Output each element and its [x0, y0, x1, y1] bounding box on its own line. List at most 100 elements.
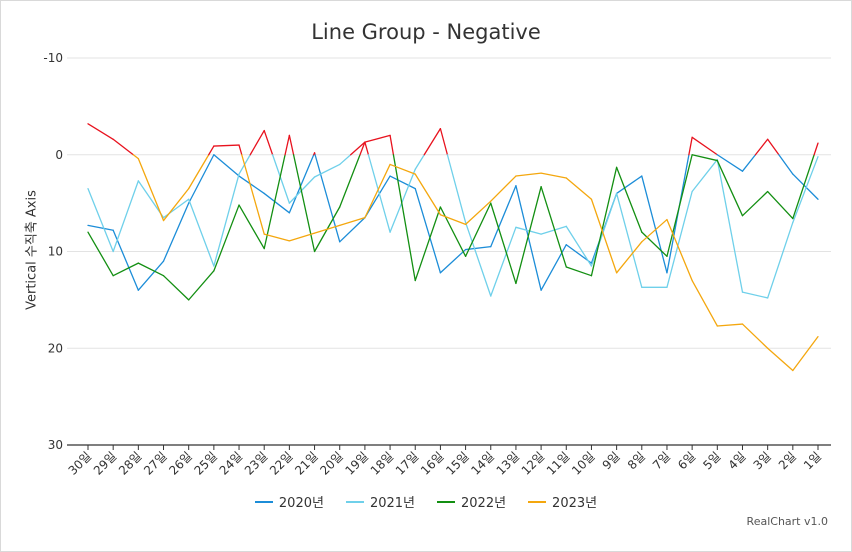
- series-segment: [490, 202, 517, 285]
- y-tick-label: -10: [43, 51, 63, 65]
- x-tick-label: 2일: [776, 449, 799, 472]
- series-segment: [137, 157, 165, 222]
- series-segment: [112, 138, 134, 156]
- series-segment: [741, 323, 769, 349]
- series-segment: [263, 129, 274, 156]
- series-segment: [188, 198, 215, 267]
- series-segment: [238, 144, 243, 156]
- x-tick-label: 9일: [600, 449, 623, 472]
- series-segment: [350, 141, 366, 156]
- x-tick-label: 13일: [494, 449, 523, 478]
- series-segment: [716, 154, 744, 172]
- grid-lines: [67, 57, 831, 446]
- series-segment: [615, 166, 643, 233]
- x-tick-label: 29일: [91, 449, 120, 478]
- series-segment: [615, 241, 643, 274]
- series-segment: [754, 138, 769, 156]
- legend-item[interactable]: 2023년: [528, 492, 597, 511]
- legend-item[interactable]: 2021년: [345, 492, 415, 511]
- series-segment: [691, 158, 718, 193]
- series-segment: [414, 154, 425, 170]
- series-segment: [590, 198, 618, 274]
- series-segment: [691, 154, 718, 162]
- y-tick-label: 10: [48, 245, 63, 259]
- series-segment: [490, 226, 517, 297]
- series-segment: [188, 154, 210, 190]
- series-segment: [137, 262, 165, 277]
- series-segment: [392, 154, 416, 282]
- series-segment: [313, 163, 341, 178]
- series-segment: [716, 158, 744, 293]
- series-segment: [464, 221, 492, 297]
- series-segment: [423, 127, 442, 156]
- x-tick-label: 14일: [468, 449, 497, 478]
- series-segment: [292, 154, 316, 253]
- series-segment: [540, 225, 567, 235]
- series-segment: [590, 166, 618, 277]
- series-segment: [87, 231, 114, 277]
- series-segment: [767, 138, 780, 156]
- series-segment: [288, 154, 315, 214]
- series-segment: [515, 226, 542, 235]
- series-segment: [364, 134, 391, 143]
- series-segment: [364, 141, 370, 156]
- x-tick-label: 15일: [443, 449, 472, 478]
- x-tick-label: 19일: [343, 449, 372, 478]
- x-tick-label: 12일: [519, 449, 548, 478]
- series-segment: [137, 260, 165, 291]
- x-tick-label: 11일: [544, 449, 573, 478]
- series-segment: [389, 163, 416, 175]
- series-segment: [284, 134, 291, 156]
- series-segment: [364, 175, 391, 219]
- series-segment: [641, 218, 668, 243]
- series-segment: [271, 154, 291, 204]
- series-segment: [414, 206, 442, 282]
- series-segment: [339, 216, 366, 227]
- series-segment: [132, 154, 139, 160]
- series-segment: [414, 173, 442, 216]
- series-segment: [263, 233, 291, 242]
- series-line: [87, 123, 819, 372]
- x-tick-label: 24일: [217, 449, 246, 478]
- x-tick-label: 3일: [751, 449, 774, 472]
- legend-swatch: [528, 500, 547, 503]
- legend-swatch: [437, 500, 455, 503]
- x-tick-label: 16일: [418, 449, 447, 478]
- series-segment: [439, 248, 467, 274]
- series-segment: [339, 216, 366, 243]
- series-segment: [439, 127, 449, 156]
- series-segment: [313, 224, 341, 234]
- series-segment: [288, 232, 316, 242]
- legend-label: 2021년: [369, 496, 415, 511]
- series-segment: [813, 142, 819, 156]
- chart-title: Line Group - Negative: [311, 20, 541, 44]
- series-segment: [565, 266, 593, 277]
- series-segment: [565, 225, 593, 267]
- credits-label: RealChart v1.0: [746, 515, 828, 528]
- series-segment: [540, 186, 567, 268]
- legend: 2020년 2021년 2022년 2023년: [0, 492, 852, 511]
- series-segment: [716, 159, 744, 217]
- series-lines: [87, 123, 819, 372]
- series-segment: [112, 262, 139, 277]
- legend-item[interactable]: 2020년: [254, 492, 324, 511]
- series-segment: [87, 224, 114, 231]
- x-tick-label: 22일: [267, 449, 296, 478]
- series-segment: [792, 173, 819, 200]
- x-tick-label: 20일: [317, 449, 346, 478]
- y-tick-label: 30: [48, 438, 63, 452]
- y-tick-label: 0: [55, 148, 63, 162]
- series-segment: [238, 204, 265, 250]
- x-tick-label: 4일: [725, 449, 748, 472]
- x-tick-label: 5일: [700, 449, 723, 472]
- series-segment: [389, 175, 416, 190]
- series-segment: [263, 154, 286, 250]
- series-segment: [414, 187, 442, 274]
- series-segment: [389, 134, 395, 156]
- series-segment: [490, 185, 517, 248]
- series-segment: [87, 187, 114, 253]
- series-segment: [188, 270, 215, 301]
- legend-item[interactable]: 2022년: [437, 492, 506, 511]
- series-segment: [263, 192, 291, 214]
